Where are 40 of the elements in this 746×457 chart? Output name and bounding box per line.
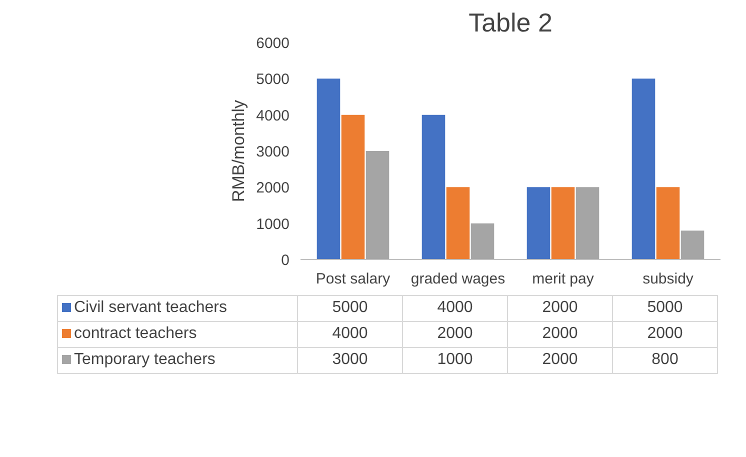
- bar: [656, 187, 680, 260]
- data-label: 1000: [402, 347, 508, 374]
- x-tick-label: merit pay: [532, 270, 594, 288]
- x-tick-label: subsidy: [642, 270, 694, 288]
- y-axis-title: RMB/monthly: [229, 99, 248, 202]
- bar: [341, 114, 365, 260]
- data-label: 2000: [508, 321, 612, 348]
- data-label: 4000: [402, 296, 508, 322]
- y-tick-label: 4000: [256, 107, 290, 124]
- data-label: 2000: [402, 321, 508, 348]
- legend-label: Temporary teachers: [58, 347, 298, 374]
- y-tick-label: 5000: [256, 71, 290, 88]
- data-label: 2000: [612, 321, 718, 348]
- bar: [446, 187, 470, 260]
- bar: [526, 187, 550, 260]
- data-label: 2000: [508, 347, 612, 374]
- bar: [422, 114, 446, 260]
- data-label: 5000: [612, 296, 718, 322]
- y-tick-label: 3000: [256, 144, 290, 160]
- y-tick-label: 0: [281, 252, 290, 269]
- x-tick-label: Post salary: [316, 270, 391, 288]
- data-label: 800: [612, 347, 718, 374]
- data-label: 2000: [508, 296, 612, 322]
- bar: [366, 151, 390, 260]
- bar: [551, 187, 575, 260]
- x-tick-label: graded wages: [410, 270, 506, 288]
- data-label: 3000: [298, 347, 402, 374]
- y-tick-label: 2000: [256, 180, 290, 197]
- bar: [576, 187, 600, 260]
- data-label: 5000: [298, 296, 402, 322]
- legend-label: contract teachers: [58, 321, 298, 348]
- bar: [316, 78, 340, 260]
- chart-title: Table 2: [468, 8, 552, 38]
- bar: [632, 78, 656, 260]
- data-label: 4000: [298, 321, 402, 348]
- y-tick-label: 6000: [256, 35, 290, 52]
- legend-label: Civil servant teachers: [58, 296, 298, 322]
- bar: [680, 230, 704, 260]
- bar: [470, 223, 494, 260]
- y-tick-label: 1000: [256, 216, 290, 233]
